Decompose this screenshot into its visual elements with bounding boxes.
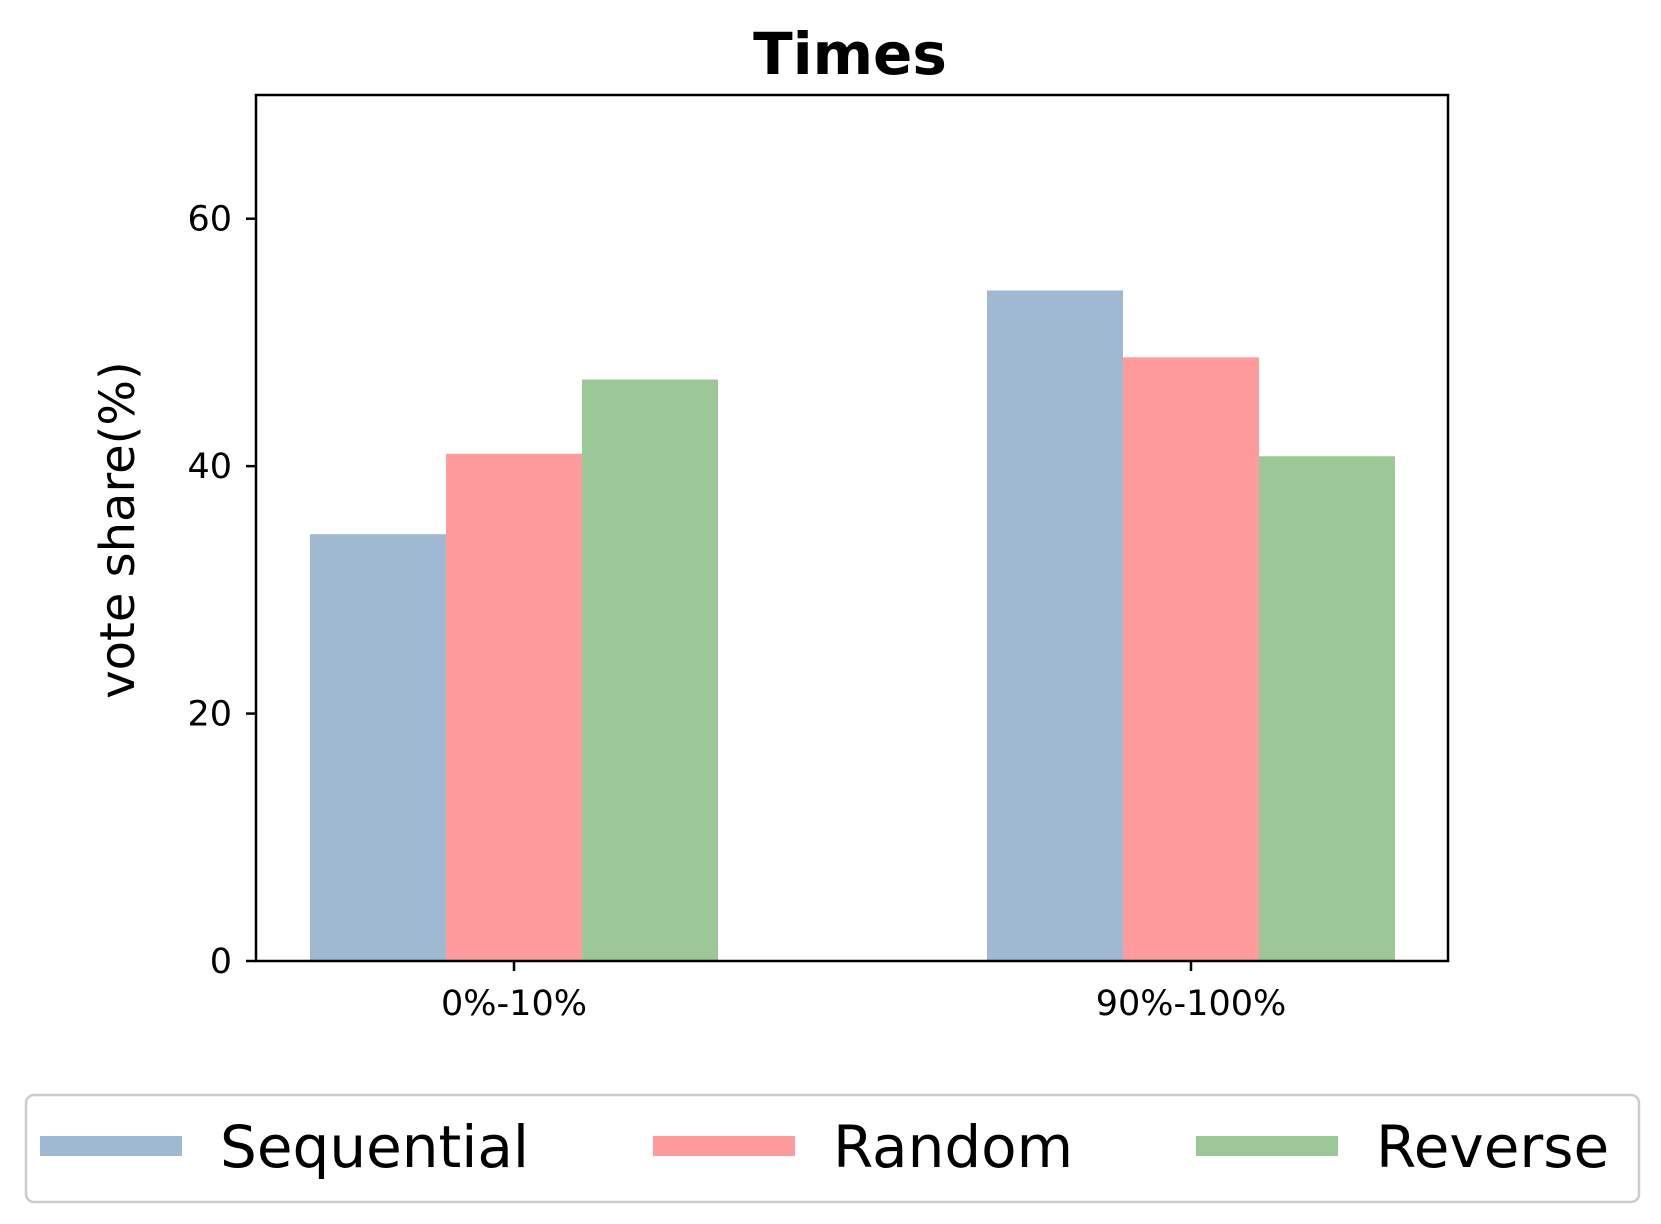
bar-reverse-1	[1259, 456, 1395, 961]
legend: Sequential Random Reverse	[24, 1093, 1641, 1204]
y-tick-label: 0	[210, 942, 232, 982]
bar-sequential-1	[987, 290, 1123, 961]
bar-sequential-0	[310, 534, 446, 961]
legend-item-random: Random	[653, 1113, 1073, 1181]
chart-title: Times	[753, 20, 947, 88]
legend-swatch	[653, 1136, 795, 1156]
bar-random-0	[446, 453, 582, 961]
y-tick-label: 20	[187, 695, 232, 735]
legend-label: Sequential	[220, 1113, 529, 1181]
legend-label: Reverse	[1376, 1113, 1609, 1181]
legend-swatch	[40, 1136, 182, 1156]
y-ticks-group: 0 20 40 60	[187, 200, 256, 982]
y-tick-label: 60	[187, 200, 232, 240]
y-axis-label: vote share(%)	[90, 361, 146, 699]
x-tick-label: 0%-10%	[441, 984, 587, 1024]
legend-items: Sequential Random Reverse	[40, 1113, 1609, 1181]
legend-swatch	[1196, 1136, 1338, 1156]
legend-box	[24, 1093, 1641, 1204]
x-tick-label: 90%-100%	[1096, 984, 1286, 1024]
y-tick-label: 40	[187, 447, 232, 487]
bars-group	[310, 290, 1395, 961]
bar-reverse-0	[582, 379, 718, 961]
legend-item-sequential: Sequential	[40, 1113, 529, 1181]
legend-item-reverse: Reverse	[1196, 1113, 1609, 1181]
bar-random-1	[1123, 357, 1259, 961]
x-ticks-group: 0%-10% 90%-100%	[441, 961, 1286, 1024]
legend-label: Random	[833, 1113, 1073, 1181]
plot-area-frame	[254, 93, 1450, 963]
